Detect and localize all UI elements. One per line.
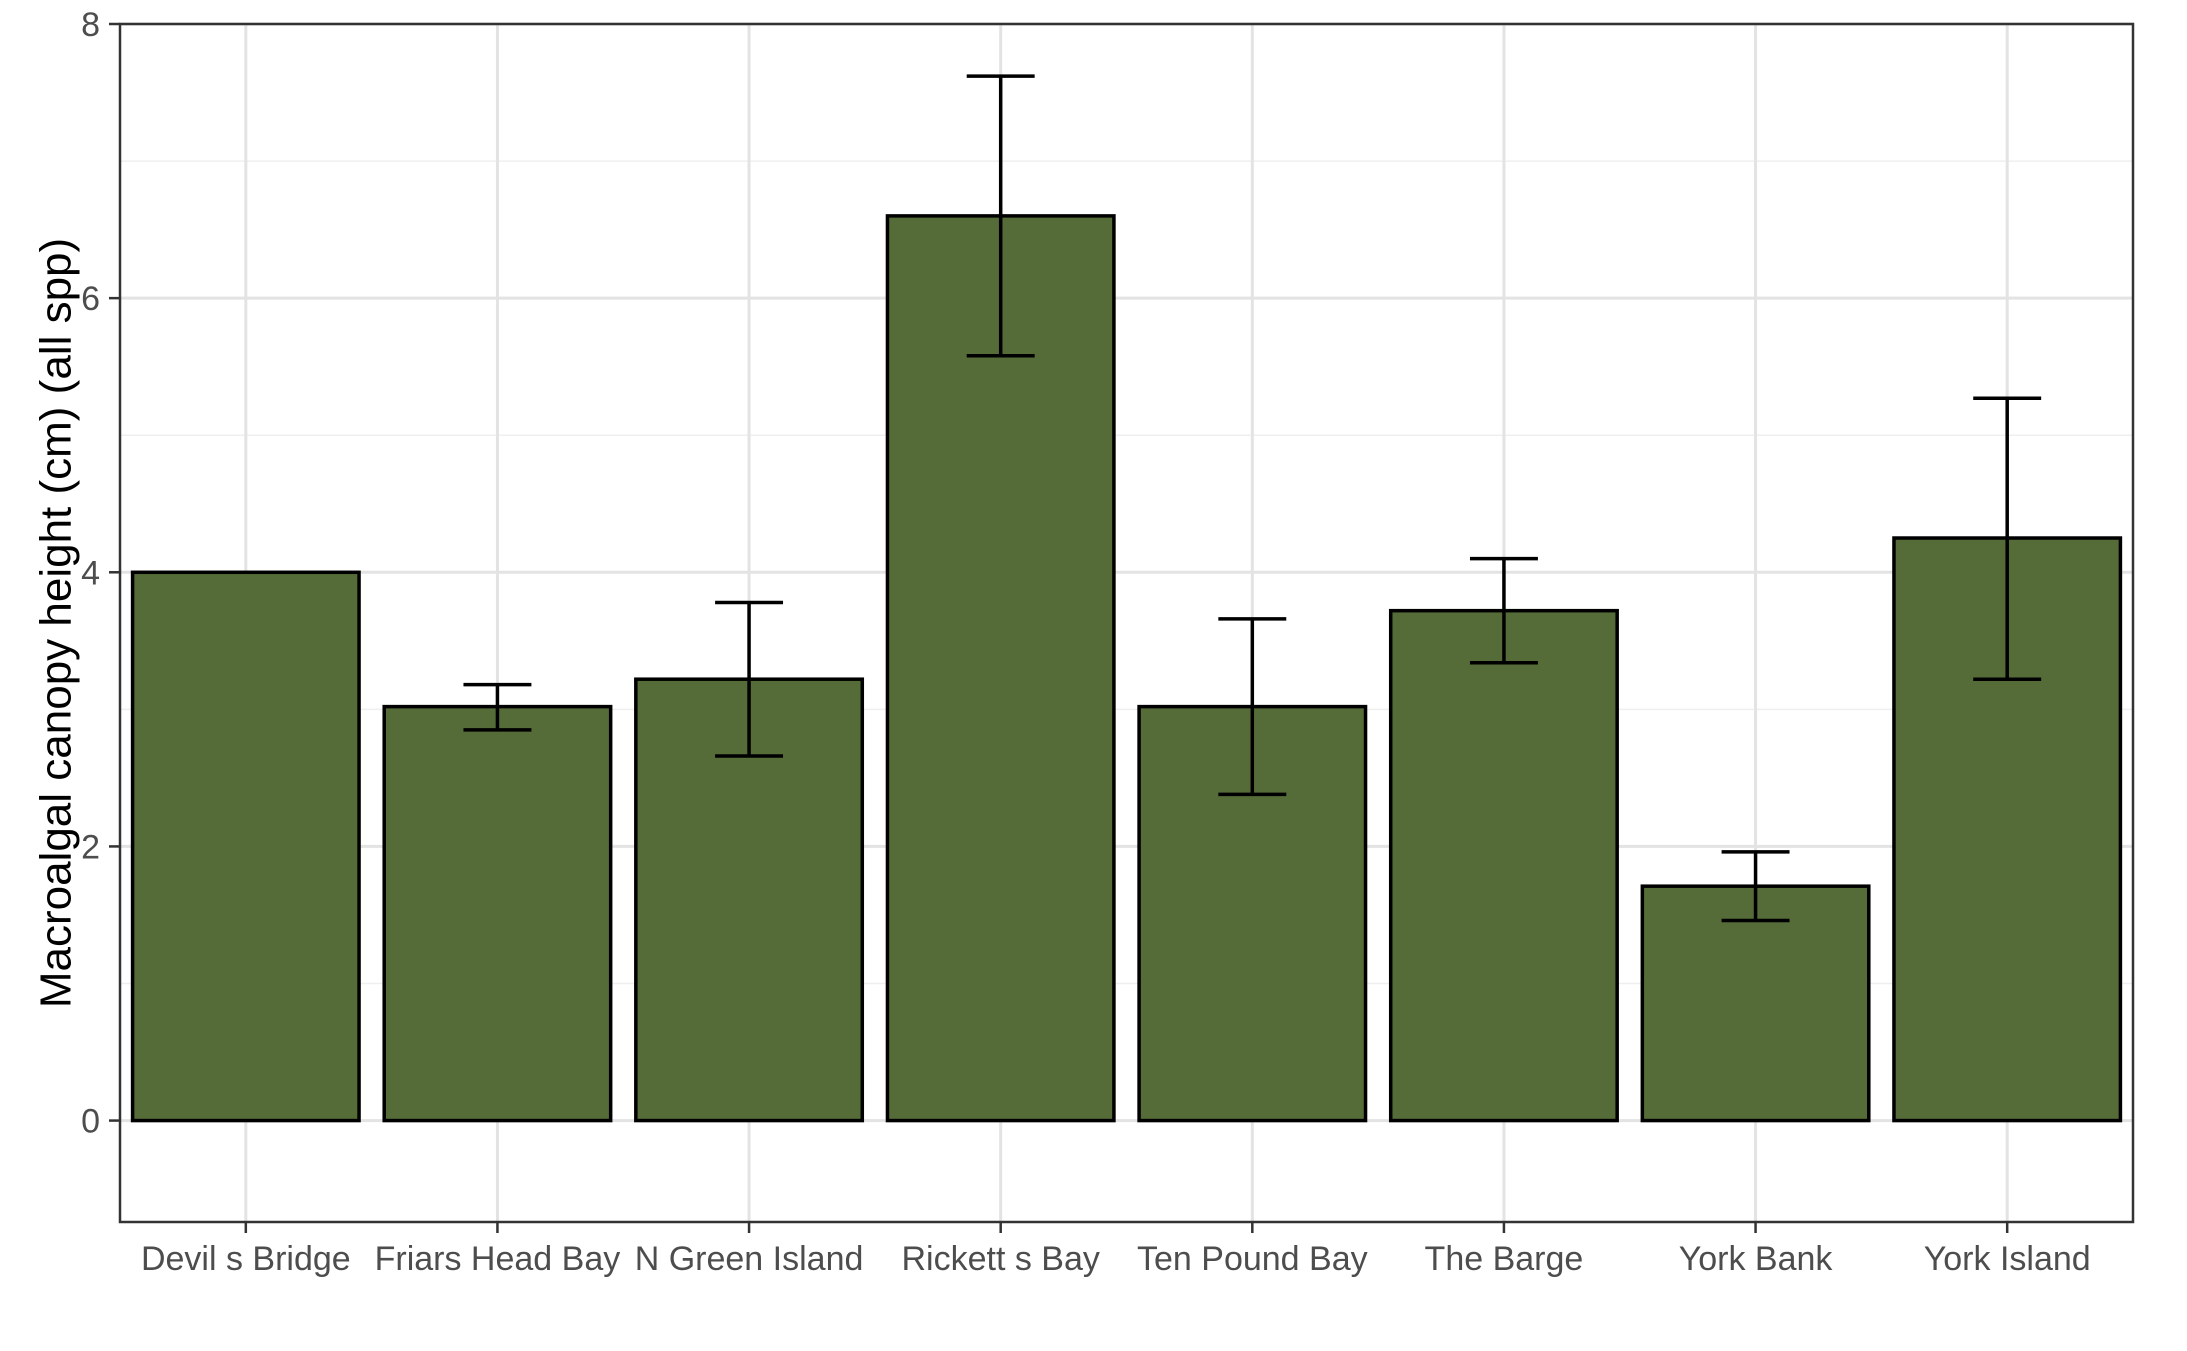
error-bar [715, 600, 784, 758]
x-tick-label: The Barge [1425, 1240, 1584, 1278]
y-tick-label: 2 [81, 828, 100, 866]
y-tick-label: 0 [81, 1103, 100, 1141]
x-tick-label: York Island [1924, 1240, 2091, 1278]
bar [1388, 608, 1619, 1123]
error-bars [463, 74, 2042, 923]
error-bar [1218, 617, 1287, 797]
error-bar [1469, 556, 1538, 665]
bars [130, 214, 2123, 1123]
x-axis: Devil s Bridge Friars Head Bay N Green Isl… [141, 1222, 2091, 1278]
x-tick-label: Devil s Bridge [141, 1240, 351, 1278]
bar [885, 214, 1116, 1123]
bar [382, 704, 613, 1123]
x-tick-label: N Green Island [635, 1240, 864, 1278]
y-tick-label: 4 [81, 554, 100, 592]
panel-border [118, 22, 2135, 1224]
y-tick-label: 8 [81, 6, 100, 44]
x-tick-label: York Bank [1679, 1240, 1834, 1278]
y-tick-label: 6 [81, 280, 100, 318]
bar [1640, 884, 1871, 1123]
error-bar [463, 682, 532, 732]
error-bar [1973, 396, 2042, 681]
x-tick-label: Rickett s Bay [901, 1240, 1099, 1278]
bar [130, 570, 361, 1123]
y-axis-title: Macroalgal canopy height (cm) (all spp) [31, 238, 80, 1008]
error-bar [1721, 850, 1790, 923]
x-tick-label: Friars Head Bay [375, 1240, 621, 1278]
y-axis: 0 2 4 6 8 [81, 6, 120, 1141]
x-tick-label: Ten Pound Bay [1137, 1240, 1368, 1278]
error-bar [966, 74, 1035, 358]
